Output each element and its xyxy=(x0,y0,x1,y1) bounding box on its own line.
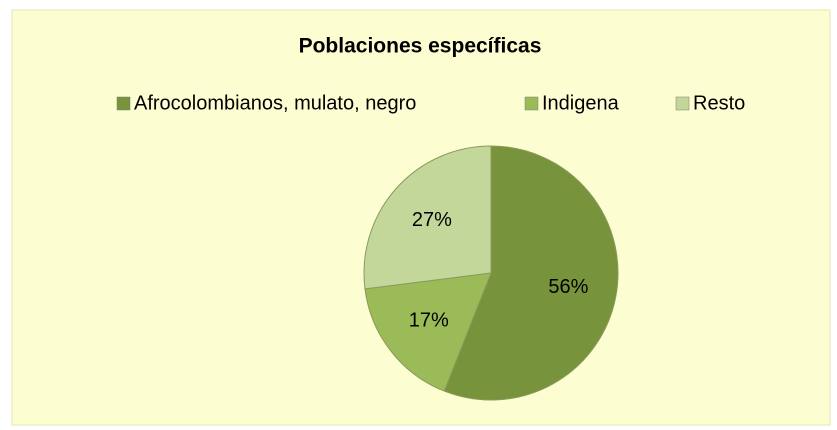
legend-swatch xyxy=(116,96,131,111)
data-label: 27% xyxy=(412,209,452,231)
legend-label: Indigena xyxy=(542,92,620,114)
chart-title: Poblaciones específicas xyxy=(299,35,542,58)
pie-slice xyxy=(364,272,492,392)
legend-label: Resto xyxy=(693,92,745,114)
legend-swatch xyxy=(675,96,690,111)
legend-label: Afrocolombianos, mulato, negro xyxy=(134,92,416,114)
pie-slice xyxy=(443,145,619,401)
data-label: 17% xyxy=(409,310,449,332)
legend-swatch xyxy=(524,96,539,111)
data-label: 56% xyxy=(548,276,588,298)
pie-slice xyxy=(363,145,492,290)
